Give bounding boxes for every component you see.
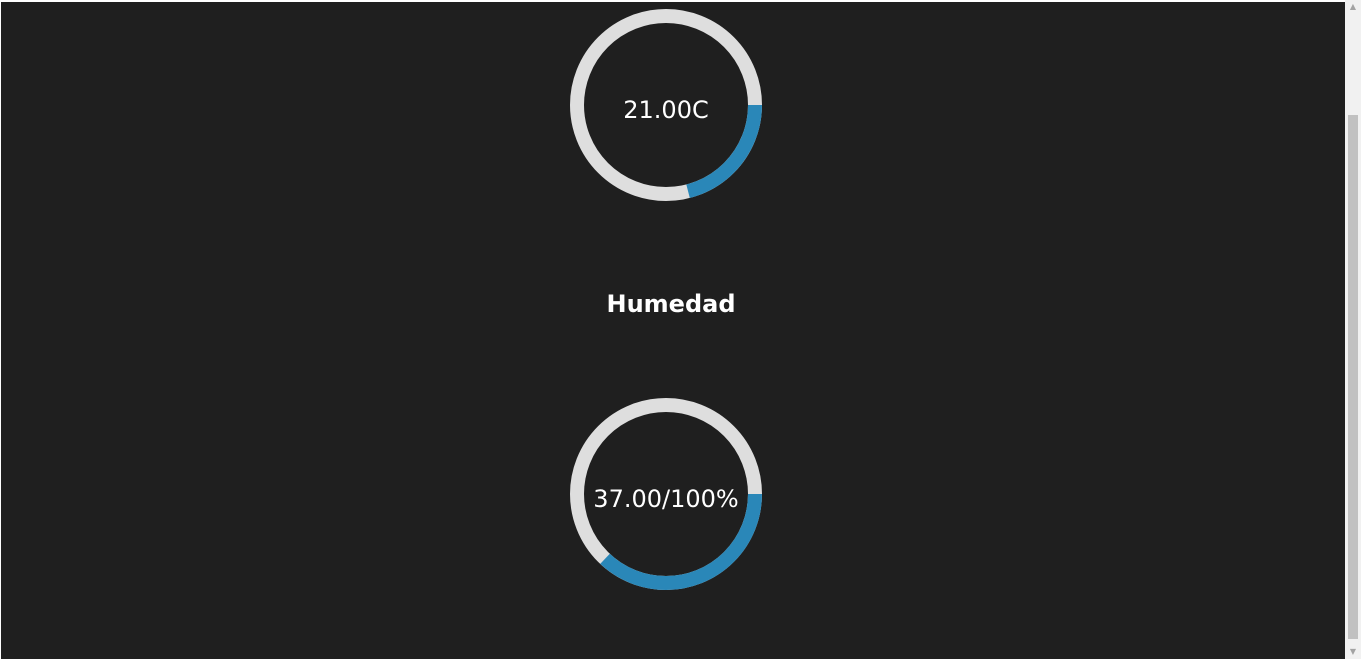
temperature-gauge-ring bbox=[570, 9, 762, 201]
scrollbar-thumb[interactable] bbox=[1348, 115, 1358, 639]
temperature-value: 21.00C bbox=[623, 96, 709, 124]
triangle-down-icon[interactable]: ▼ bbox=[1349, 647, 1357, 656]
humidity-gauge: 37.00/100% bbox=[566, 394, 766, 594]
humidity-gauge-fill bbox=[570, 398, 762, 590]
humidity-value: 37.00/100% bbox=[593, 485, 739, 513]
temperature-gauge-fill bbox=[570, 9, 762, 201]
humidity-title: Humedad bbox=[606, 290, 736, 318]
triangle-up-icon[interactable]: ▲ bbox=[1349, 2, 1357, 11]
vertical-scrollbar[interactable]: ▲ ▼ bbox=[1345, 0, 1361, 659]
humidity-gauge-ring bbox=[570, 398, 762, 590]
temperature-gauge: 21.00C bbox=[566, 5, 766, 205]
